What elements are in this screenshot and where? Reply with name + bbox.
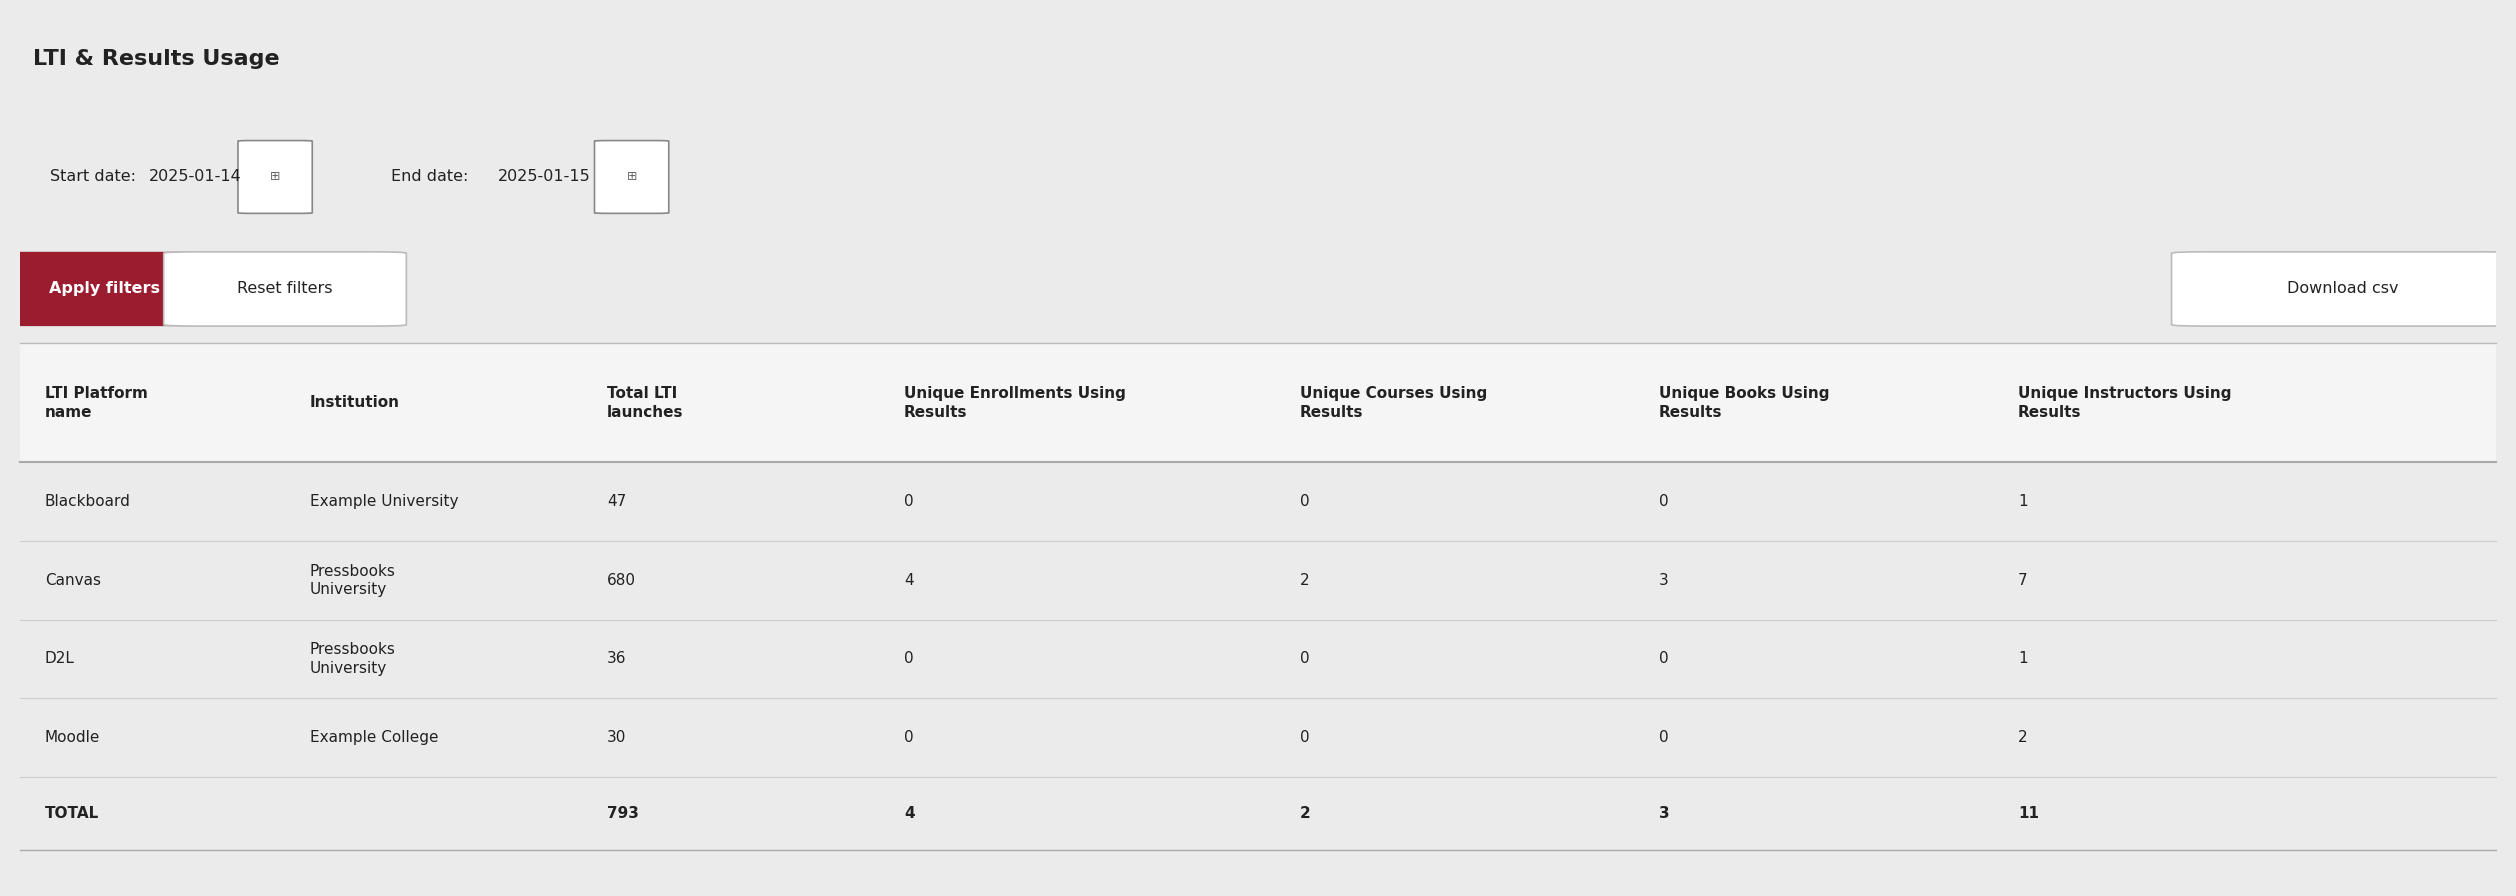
Text: TOTAL: TOTAL — [45, 806, 98, 821]
Text: Institution: Institution — [309, 395, 400, 410]
Text: Download csv: Download csv — [2287, 281, 2398, 297]
Text: Total LTI
launches: Total LTI launches — [606, 386, 684, 419]
Text: 0: 0 — [903, 730, 913, 745]
Text: 4: 4 — [903, 806, 916, 821]
Text: D2L: D2L — [45, 651, 75, 667]
Text: 2025-01-14: 2025-01-14 — [148, 169, 242, 185]
FancyBboxPatch shape — [164, 252, 408, 326]
FancyBboxPatch shape — [0, 252, 226, 326]
Text: Pressbooks
University: Pressbooks University — [309, 642, 395, 676]
Text: 1: 1 — [2018, 495, 2028, 509]
FancyBboxPatch shape — [239, 141, 312, 213]
Text: Unique Instructors Using
Results: Unique Instructors Using Results — [2018, 386, 2232, 419]
FancyBboxPatch shape — [594, 141, 669, 213]
Text: 0: 0 — [1301, 651, 1311, 667]
Text: ⊞: ⊞ — [269, 170, 279, 184]
Text: 3: 3 — [1658, 806, 1671, 821]
Bar — [20, 343, 2496, 462]
Text: LTI & Results Usage: LTI & Results Usage — [33, 49, 279, 69]
Text: 0: 0 — [1658, 495, 1668, 509]
Text: 0: 0 — [903, 495, 913, 509]
Text: Reset filters: Reset filters — [237, 281, 332, 297]
Text: 4: 4 — [903, 573, 913, 588]
Text: 3: 3 — [1658, 573, 1668, 588]
Text: 0: 0 — [1301, 495, 1311, 509]
Text: 11: 11 — [2018, 806, 2038, 821]
Text: 1: 1 — [2018, 651, 2028, 667]
Text: Moodle: Moodle — [45, 730, 101, 745]
Text: 2: 2 — [1301, 806, 1311, 821]
Text: 2: 2 — [2018, 730, 2028, 745]
Text: Start date:: Start date: — [50, 169, 136, 185]
Text: 47: 47 — [606, 495, 626, 509]
Text: 2: 2 — [1301, 573, 1311, 588]
Text: Example College: Example College — [309, 730, 438, 745]
Text: Example University: Example University — [309, 495, 458, 509]
Text: Unique Books Using
Results: Unique Books Using Results — [1658, 386, 1829, 419]
Text: End date:: End date: — [392, 169, 468, 185]
Text: 793: 793 — [606, 806, 639, 821]
Text: LTI Platform
name: LTI Platform name — [45, 386, 148, 419]
Text: 0: 0 — [903, 651, 913, 667]
Text: 30: 30 — [606, 730, 626, 745]
Text: 0: 0 — [1658, 730, 1668, 745]
Text: Pressbooks
University: Pressbooks University — [309, 564, 395, 597]
Text: Canvas: Canvas — [45, 573, 101, 588]
Text: Unique Enrollments Using
Results: Unique Enrollments Using Results — [903, 386, 1125, 419]
Text: 0: 0 — [1658, 651, 1668, 667]
Text: Unique Courses Using
Results: Unique Courses Using Results — [1301, 386, 1487, 419]
Text: ⊞: ⊞ — [626, 170, 637, 184]
FancyBboxPatch shape — [2171, 252, 2513, 326]
Text: 0: 0 — [1301, 730, 1311, 745]
Text: Blackboard: Blackboard — [45, 495, 131, 509]
Text: 36: 36 — [606, 651, 626, 667]
Text: Apply filters: Apply filters — [48, 281, 161, 297]
Text: 2025-01-15: 2025-01-15 — [498, 169, 591, 185]
Text: 680: 680 — [606, 573, 637, 588]
Text: 7: 7 — [2018, 573, 2028, 588]
